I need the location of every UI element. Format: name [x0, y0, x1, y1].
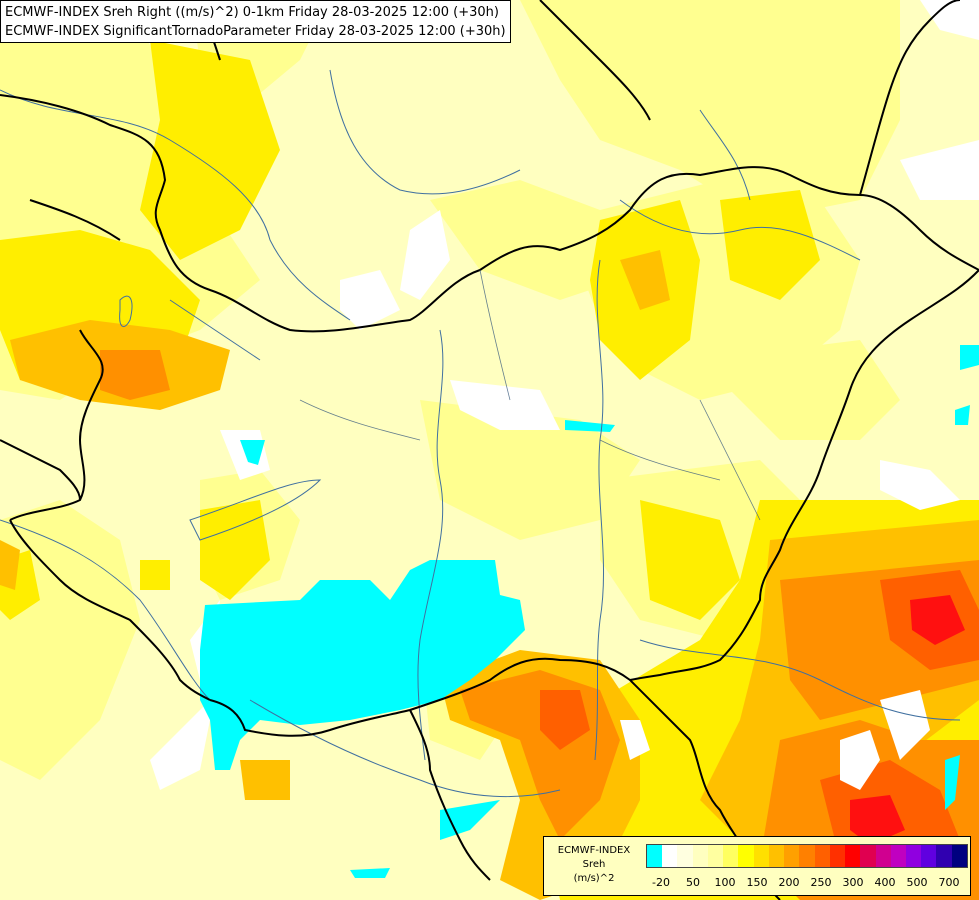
legend-swatch: [707, 845, 724, 867]
legend-swatches: [646, 844, 968, 868]
legend-swatch: [753, 845, 769, 867]
legend-tick-label: 100: [714, 876, 736, 889]
legend-swatch: [936, 845, 952, 867]
legend-swatch: [860, 845, 876, 867]
sreh-band-400: [850, 595, 965, 845]
title-line-2: ECMWF-INDEX SignificantTornadoParameter …: [5, 24, 506, 39]
legend-swatch: [921, 845, 937, 867]
legend-swatch: [784, 845, 800, 867]
legend-tick-label: 500: [906, 876, 928, 889]
legend-swatch: [692, 845, 708, 867]
legend-swatch: [662, 845, 678, 867]
sreh-band-white: [150, 0, 979, 790]
legend-tick-label: 300: [842, 876, 864, 889]
legend-tick-label: 700: [938, 876, 960, 889]
legend-swatch: [905, 845, 922, 867]
legend-swatch: [799, 845, 815, 867]
color-legend: ECMWF-INDEX Sreh (m/s)^2 -20 50 100 150 200 2…: [543, 836, 971, 896]
admin-borders: [299, 269, 761, 521]
legend-swatch: [738, 845, 754, 867]
legend-tick-label: 200: [778, 876, 800, 889]
title-line-1: ECMWF-INDEX Sreh Right ((m/s)^2) 0-1km F…: [5, 5, 499, 20]
legend-swatch: [814, 845, 830, 867]
legend-swatch: [768, 845, 785, 867]
legend-title: ECMWF-INDEX Sreh (m/s)^2: [544, 844, 644, 886]
legend-swatch: [723, 845, 739, 867]
legend-tick-label: 250: [810, 876, 832, 889]
legend-swatch: [829, 845, 846, 867]
legend-swatch: [647, 845, 663, 867]
legend-tick-label: 150: [746, 876, 768, 889]
legend-title-line-2: Sreh: [582, 859, 606, 870]
legend-tick-label: 400: [874, 876, 896, 889]
legend-swatch: [875, 845, 891, 867]
legend-swatch: [890, 845, 906, 867]
legend-title-line-3: (m/s)^2: [573, 873, 615, 884]
legend-swatch: [677, 845, 693, 867]
legend-tick-label: 50: [686, 876, 700, 889]
legend-swatch: [845, 845, 861, 867]
map-title-box: ECMWF-INDEX Sreh Right ((m/s)^2) 0-1km F…: [0, 0, 511, 43]
legend-tick-label: -20: [652, 876, 670, 889]
legend-swatch: [951, 845, 967, 867]
legend-title-line-1: ECMWF-INDEX: [557, 845, 631, 856]
